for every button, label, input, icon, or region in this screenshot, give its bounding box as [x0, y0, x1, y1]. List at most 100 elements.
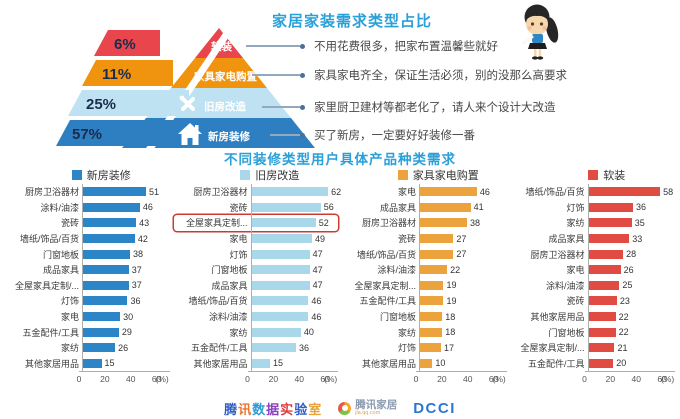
- bar-track: 38: [419, 215, 507, 231]
- bar-row: 涂料/油漆 46: [5, 199, 170, 216]
- pyramid-chart: 6% 11% 25% 57% 软装 家具家电购置 旧房改造 新房装修: [56, 26, 315, 150]
- bar: [420, 343, 441, 353]
- bar: [588, 187, 661, 197]
- bar: [251, 296, 309, 306]
- bar-track: 42: [82, 230, 170, 247]
- bar-label: 家纺: [566, 218, 585, 229]
- bar-track: 46: [82, 199, 170, 216]
- x-tick-label: 40: [631, 374, 641, 385]
- legend-label: 软装: [603, 169, 626, 182]
- pct-banner-renovation: [68, 90, 189, 116]
- desc-text: 不用花费很多，把家布置温馨些就好: [314, 41, 498, 53]
- bar: [588, 202, 633, 212]
- bar-track: 17: [419, 339, 507, 356]
- layer-label-furniture: 家具家电购置: [194, 70, 257, 83]
- bar-track: 15: [250, 355, 339, 372]
- x-axis: 0 20 40 60 (%): [76, 371, 170, 385]
- connector-line: [262, 106, 300, 108]
- bar-track: 51: [82, 184, 170, 200]
- bar-value: 58: [663, 186, 674, 197]
- legend-swatch: [71, 169, 82, 180]
- bar-row: 其他家居用品 15: [5, 355, 170, 372]
- x-tick-label: 60: [488, 374, 499, 385]
- bar-label: 家电: [229, 234, 248, 245]
- bar-value: 20: [616, 358, 627, 369]
- bar-row: 涂料/油漆 46: [174, 308, 339, 325]
- bar-row: 全屋家具定制... 52: [174, 215, 339, 231]
- bar-value: 36: [635, 202, 646, 213]
- bar-label: 厨房卫浴器材: [530, 249, 585, 260]
- connector-dot-icon: [300, 72, 305, 78]
- bar: [251, 280, 310, 290]
- bar-value: 56: [323, 202, 334, 213]
- bar: [588, 358, 614, 368]
- bar-track: 26: [82, 339, 170, 356]
- bar-label: 全屋家具定制...: [354, 280, 416, 291]
- x-tick-label: 40: [294, 374, 304, 385]
- bar-row: 厨房卫浴器材 51: [5, 184, 170, 200]
- bar-label: 其他家居用品: [361, 358, 416, 369]
- bar-row: 厨房卫浴器材 38: [342, 215, 507, 231]
- bar-track: 28: [587, 246, 676, 262]
- x-tick-label: 0: [76, 374, 82, 385]
- bar-value: 47: [312, 280, 323, 291]
- bar-label: 厨房卫浴器材: [193, 187, 248, 198]
- bar: [83, 312, 121, 322]
- connector-dot-icon: [300, 43, 305, 49]
- bar-label: 涂料/油漆: [545, 280, 585, 291]
- bar-label: 瓷砖: [60, 218, 79, 229]
- legend-swatch: [397, 169, 408, 180]
- bar: [83, 234, 135, 244]
- bar-value: 38: [132, 249, 143, 260]
- bar-track: 10: [419, 355, 507, 372]
- pct-banner-furniture: [82, 60, 173, 86]
- bar-row: 瓷砖 56: [174, 199, 339, 216]
- bar-value: 15: [104, 358, 115, 369]
- bar-value: 26: [623, 264, 634, 275]
- bar-row: 门窗地板 22: [511, 324, 676, 340]
- bar-label: 家电: [397, 187, 416, 198]
- pct-label-renovation: 25%: [86, 96, 116, 113]
- desc-text: 家里厨卫建材等都老化了，请人来个设计大改造: [314, 102, 556, 114]
- bar-row: 家电 46: [342, 184, 507, 200]
- bar-label: 家纺: [397, 327, 416, 338]
- bar-label: 成品家具: [42, 265, 79, 276]
- bar-label: 五金配件/工具: [190, 343, 248, 354]
- bar-value: 19: [446, 280, 457, 291]
- bar-label: 厨房卫浴器材: [24, 187, 79, 198]
- bar: [420, 187, 477, 197]
- bar-track: 18: [419, 308, 507, 325]
- bar: [251, 234, 313, 244]
- bar-track: 33: [587, 230, 676, 247]
- bar-value: 38: [469, 217, 480, 228]
- bar-value: 62: [331, 186, 342, 197]
- desc-row-newhome: 买了新房，一定要好好装修一番: [236, 127, 475, 143]
- girl-mascot-icon: [521, 4, 559, 60]
- bar-track: 26: [587, 261, 676, 278]
- bar-label: 墙纸/饰品/百货: [19, 234, 79, 245]
- bar-row: 灯饰 36: [511, 199, 676, 216]
- bar-value: 15: [273, 358, 284, 369]
- pct-label-newhome: 57%: [72, 126, 102, 143]
- desc-row-renovation: 家里厨卫建材等都老化了，请人来个设计大改造: [236, 99, 556, 115]
- bar-value: 36: [130, 295, 141, 306]
- bar-value: 35: [634, 217, 645, 228]
- bar: [83, 358, 102, 368]
- chart-softdeco: 软装 墙纸/饰品/百货 58 灯饰 36 家纺 35 成品家具 33 厨房卫浴器材 28 家电 26 涂…: [509, 167, 678, 385]
- bar-row: 家电 30: [5, 308, 170, 325]
- x-axis: 0 20 40 60 (%): [582, 371, 675, 385]
- bar-label: 墙纸/饰品/百货: [356, 249, 416, 260]
- bar-label: 成品家具: [548, 234, 585, 245]
- bar-value: 33: [632, 233, 643, 244]
- bar: [420, 234, 454, 244]
- layer-label-renovation: 旧房改造: [204, 100, 246, 113]
- bar-row: 家纺 40: [174, 324, 339, 340]
- chart-legend: 新房装修: [33, 167, 170, 182]
- chart-legend: 旧房改造: [202, 167, 339, 182]
- chart-newhome: 新房装修 厨房卫浴器材 51 涂料/油漆 46 瓷砖 43 墙纸/饰品/百货 42 门窗地板 38…: [3, 167, 172, 385]
- bar: [83, 202, 140, 212]
- bar-track: 58: [587, 184, 676, 200]
- bar: [588, 343, 615, 353]
- bar: [251, 312, 309, 322]
- bar-value: 51: [149, 186, 160, 197]
